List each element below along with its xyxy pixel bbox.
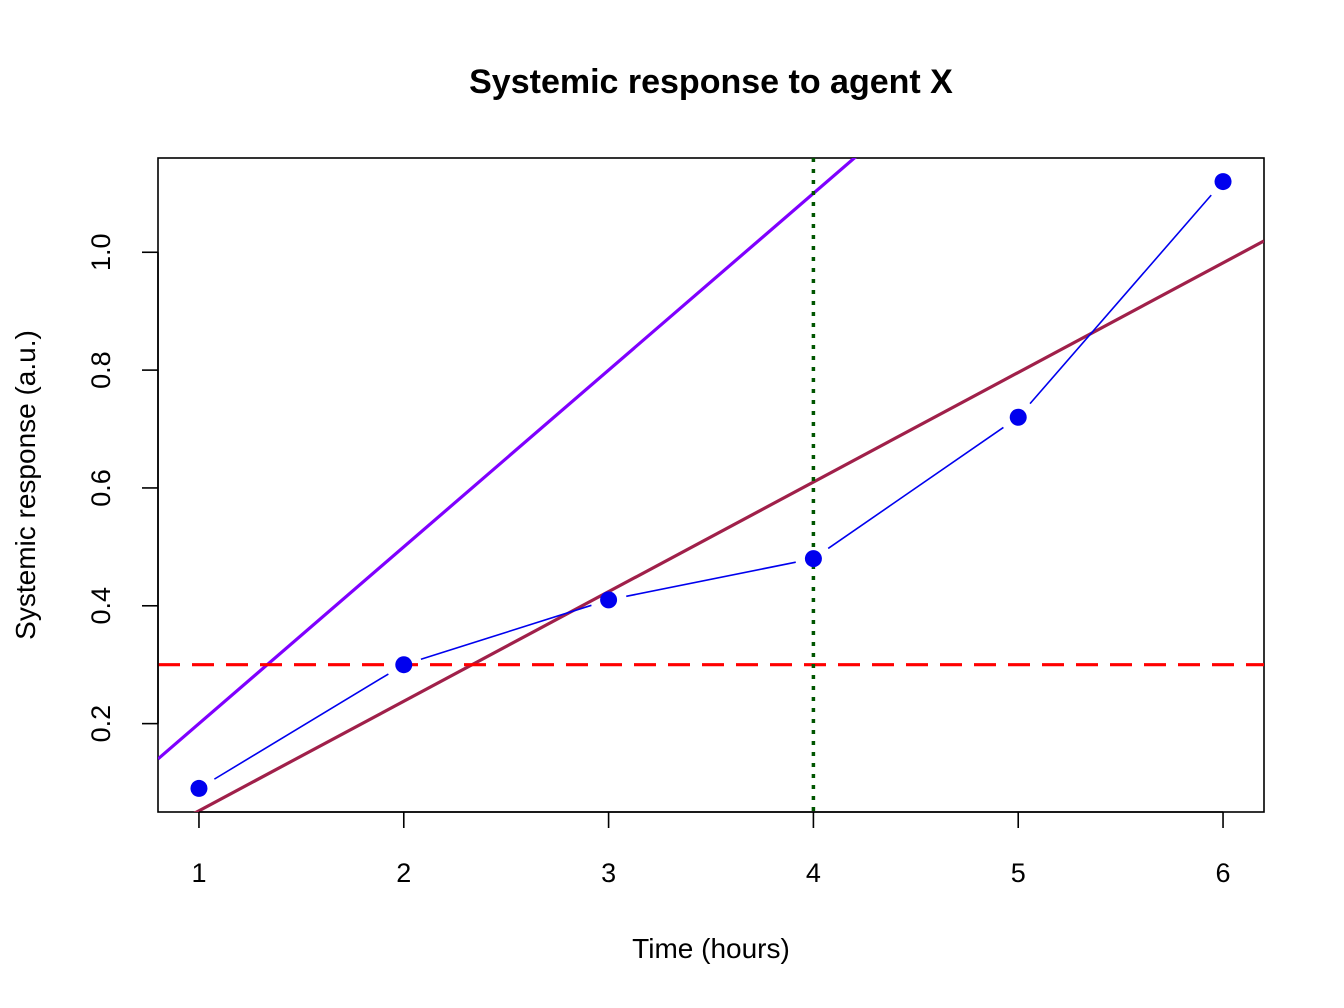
plot-frame — [157, 157, 1265, 813]
y-tick-label: 0.4 — [86, 587, 116, 625]
data-point — [190, 779, 208, 797]
chart-title: Systemic response to agent X — [469, 63, 953, 101]
abline-reference-line — [193, 239, 1264, 812]
data-point — [600, 591, 618, 609]
data-point — [1214, 173, 1232, 191]
x-tick-label: 3 — [601, 858, 616, 888]
y-tick-label: 0.2 — [86, 705, 116, 743]
x-tick-label: 4 — [806, 858, 821, 888]
series-segment — [420, 604, 592, 661]
series-segment — [213, 673, 389, 780]
reference-lines — [158, 158, 1264, 812]
series-layer — [190, 173, 1232, 797]
y-axis-label: Systemic response (a.u.) — [10, 330, 41, 640]
y-tick-label: 1.0 — [86, 233, 116, 271]
y-tick-label: 0.8 — [86, 351, 116, 389]
data-point — [1009, 408, 1027, 426]
data-point — [395, 656, 413, 674]
series-segment — [827, 426, 1004, 550]
x-tick-label: 1 — [191, 858, 206, 888]
x-tick-label: 5 — [1011, 858, 1026, 888]
series-segment — [626, 561, 796, 598]
x-tick-label: 2 — [396, 858, 411, 888]
x-axis: 1 2 3 4 5 6 — [191, 811, 1231, 888]
abline-reference-line — [158, 158, 857, 761]
y-axis: 0.2 0.4 0.6 0.8 1.0 — [86, 233, 159, 743]
data-point — [804, 550, 822, 568]
series-segment — [1029, 194, 1212, 405]
x-axis-label: Time (hours) — [632, 933, 790, 964]
x-tick-label: 6 — [1216, 858, 1231, 888]
y-tick-label: 0.6 — [86, 469, 116, 507]
